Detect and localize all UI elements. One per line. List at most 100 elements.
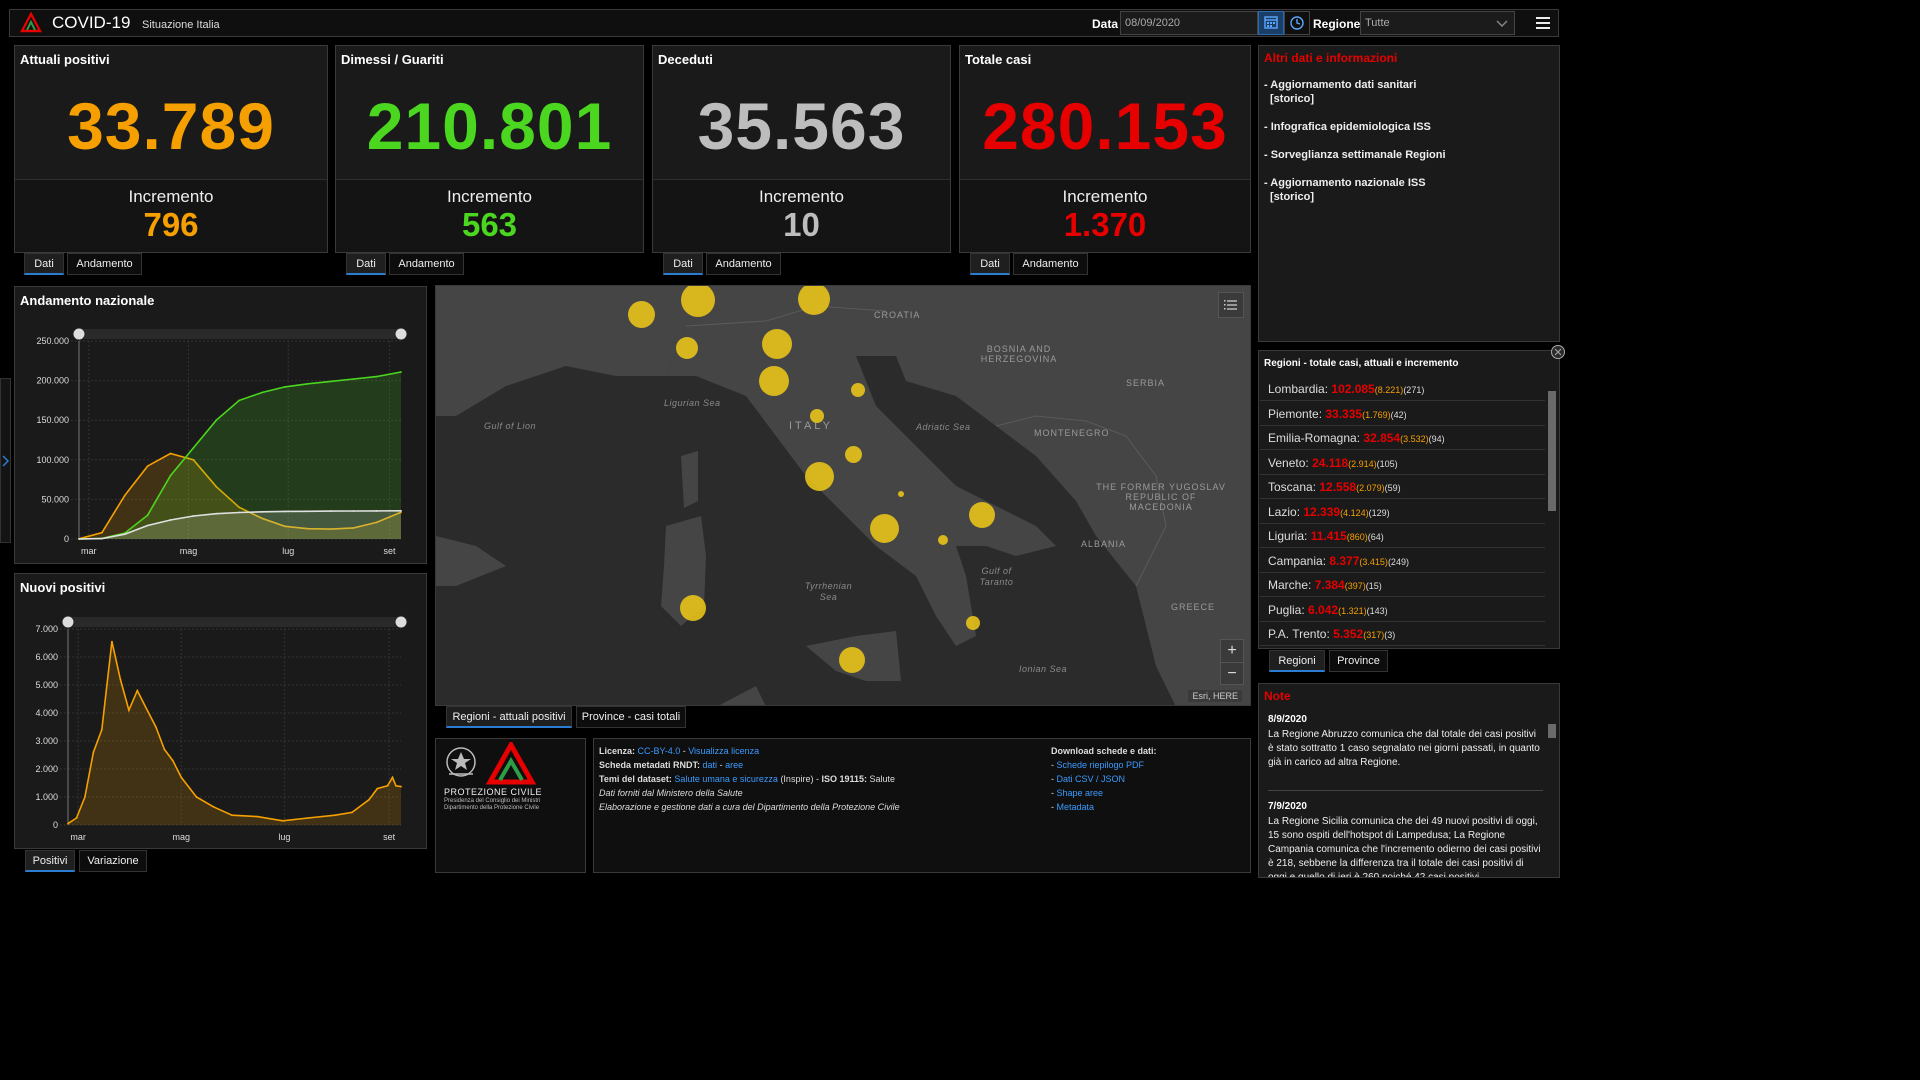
region-select[interactable]: Tutte: [1360, 11, 1515, 35]
x-tick-label: mag: [172, 832, 190, 842]
map-bubble-marche[interactable]: [851, 383, 865, 397]
regions-scrollbar[interactable]: [1546, 377, 1557, 647]
region-row[interactable]: Puglia: 6.042(1.321)(143): [1260, 598, 1545, 622]
map-label-greece: GREECE: [1171, 602, 1216, 612]
region-row[interactable]: P.A. Trento: 5.352(317)(3): [1260, 622, 1545, 646]
range-slider-track[interactable]: [68, 617, 401, 627]
map-bubble-basilicata[interactable]: [938, 535, 948, 545]
data-point: [111, 640, 113, 643]
region-row[interactable]: Lombardia: 102.085(8.221)(271): [1260, 377, 1545, 401]
tab-dati-attuali[interactable]: Dati: [24, 253, 64, 275]
tab-variazione[interactable]: Variazione: [79, 850, 147, 872]
data-point: [395, 784, 397, 787]
region-row[interactable]: Piemonte: 33.335(1.769)(42): [1260, 402, 1545, 426]
tab-andamento-guariti[interactable]: Andamento: [389, 253, 464, 275]
tab-province[interactable]: Province: [1329, 650, 1388, 672]
kpi-value: 210.801: [366, 89, 613, 163]
info-link-sorveglianza[interactable]: - Sorveglianza settimanale Regioni: [1264, 149, 1446, 161]
notes-scrollbar[interactable]: [1546, 710, 1557, 876]
map-bubble-sicilia[interactable]: [839, 647, 865, 673]
view-license-link[interactable]: Visualizza licenza: [688, 746, 760, 756]
map-bubble-sardegna[interactable]: [680, 595, 706, 621]
info-link-dati-sanitari[interactable]: - Aggiornamento dati sanitari [storico]: [1264, 79, 1417, 105]
clock-button[interactable]: [1284, 11, 1310, 35]
info-link-aggiornamento-iss[interactable]: - Aggiornamento nazionale ISS [storico]: [1264, 177, 1426, 203]
range-slider-track[interactable]: [79, 329, 401, 339]
region-row[interactable]: Toscana: 12.558(2.079)(59): [1260, 475, 1545, 499]
download-metadata-link[interactable]: Metadata: [1056, 802, 1095, 812]
license-link[interactable]: CC-BY-4.0: [637, 746, 681, 756]
range-slider-handle[interactable]: [61, 615, 75, 629]
metadata-areas-link[interactable]: aree: [725, 760, 744, 770]
region-row[interactable]: Veneto: 24.118(2.914)(105): [1260, 451, 1545, 475]
range-slider-handle[interactable]: [72, 327, 86, 341]
region-name: Veneto:: [1268, 455, 1309, 470]
map-bubble-liguria[interactable]: [676, 337, 698, 359]
tab-andamento-totale[interactable]: Andamento: [1013, 253, 1088, 275]
menu-icon[interactable]: [1534, 14, 1552, 32]
map-bubble-campania[interactable]: [870, 514, 899, 543]
tab-andamento-deceduti[interactable]: Andamento: [706, 253, 781, 275]
zoom-in-button[interactable]: +: [1227, 642, 1237, 659]
data-point: [281, 819, 284, 822]
notes-scrollbar-thumb[interactable]: [1548, 724, 1556, 738]
calendar-button[interactable]: [1258, 11, 1284, 35]
region-row[interactable]: Marche: 7.384(397)(15): [1260, 573, 1545, 597]
download-pdf-link[interactable]: Schede riepilogo PDF: [1056, 760, 1145, 770]
protezione-civile-logo-icon: [20, 12, 42, 33]
chevron-down-icon: [1496, 20, 1508, 27]
map-bubble-calabria[interactable]: [966, 616, 980, 630]
region-inc: (15): [1365, 581, 1382, 591]
data-point: [256, 815, 259, 818]
expand-icon[interactable]: [1550, 344, 1566, 360]
region-row[interactable]: Emilia-Romagna: 32.854(3.532)(94): [1260, 426, 1545, 450]
tab-dati-deceduti[interactable]: Dati: [663, 253, 703, 275]
map-bubble-emilia-romagna[interactable]: [762, 329, 792, 359]
zoom-out-button[interactable]: −: [1221, 662, 1243, 684]
map-bubble-puglia[interactable]: [969, 502, 995, 528]
map-panel[interactable]: CROATIA BOSNIA AND HERZEGOVINA SERBIA IT…: [435, 285, 1251, 706]
tab-province-casi-totali[interactable]: Province - casi totali: [576, 706, 686, 728]
range-slider-handle[interactable]: [394, 327, 408, 341]
tab-regioni[interactable]: Regioni: [1269, 650, 1325, 672]
regions-panel: Regioni - totale casi, attuali e increme…: [1258, 350, 1560, 649]
range-slider-handle[interactable]: [394, 615, 408, 629]
side-panel-toggle[interactable]: [0, 378, 11, 543]
region-row[interactable]: Lazio: 12.339(4.124)(129): [1260, 500, 1545, 524]
data-point: [238, 506, 241, 509]
date-input[interactable]: 08/09/2020: [1120, 11, 1258, 35]
map-bubble-umbria[interactable]: [810, 409, 824, 423]
y-tick-label: 4.000: [35, 708, 58, 718]
download-csv-link[interactable]: Dati CSV / JSON: [1056, 774, 1126, 784]
map-bubble-abruzzo[interactable]: [845, 446, 862, 463]
note-date: 8/9/2020: [1268, 714, 1307, 725]
themes-link[interactable]: Salute umana e sicurezza: [674, 774, 778, 784]
region-row[interactable]: Liguria: 11.415(860)(64): [1260, 524, 1545, 548]
region-active: (2.914): [1348, 458, 1377, 469]
data-point: [215, 512, 218, 515]
map-bubble-toscana[interactable]: [759, 366, 789, 396]
tab-regioni-attuali-positivi[interactable]: Regioni - attuali positivi: [446, 706, 572, 728]
data-point: [352, 378, 355, 380]
tab-dati-totale[interactable]: Dati: [970, 253, 1010, 275]
region-row[interactable]: Campania: 8.377(3.415)(249): [1260, 549, 1545, 573]
region-active: (3.532): [1400, 434, 1429, 444]
map-bubble-piemonte[interactable]: [628, 301, 655, 328]
info-link-infografica[interactable]: - Infografica epidemiologica ISS: [1264, 121, 1431, 133]
note-item: 8/9/2020 La Regione Abruzzo comunica che…: [1268, 714, 1543, 791]
tab-dati-guariti[interactable]: Dati: [346, 253, 386, 275]
map-bubble-lombardia[interactable]: [681, 286, 715, 317]
kpi-increment-label: Incremento: [128, 187, 214, 206]
tab-positivi[interactable]: Positivi: [25, 850, 75, 872]
map-bubble-lazio[interactable]: [805, 462, 834, 491]
y-tick-label: 250.000: [36, 336, 69, 346]
andamento-chart: 0 50.000 100.000 150.000 200.000 250.000 mar ma…: [36, 327, 408, 556]
map-bubble-veneto[interactable]: [798, 286, 830, 315]
map-legend-button[interactable]: [1218, 292, 1244, 318]
region-label: Regione: [1313, 17, 1361, 31]
tab-andamento-attuali[interactable]: Andamento: [67, 253, 142, 275]
metadata-data-link[interactable]: dati: [702, 760, 718, 770]
map-bubble-molise[interactable]: [898, 491, 904, 497]
download-shape-link[interactable]: Shape aree: [1056, 788, 1104, 798]
regions-scrollbar-thumb[interactable]: [1548, 391, 1556, 511]
